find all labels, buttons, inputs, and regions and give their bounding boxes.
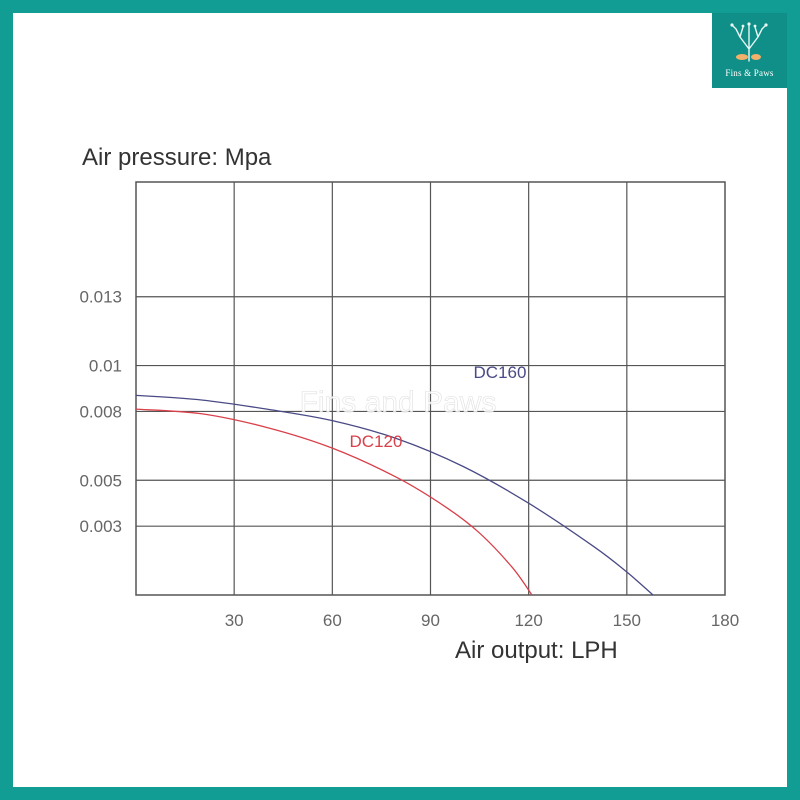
coral-tree-icon [730,22,768,62]
x-tick-label: 90 [421,611,440,630]
grid [136,182,725,595]
y-tick-label: 0.003 [79,517,122,536]
y-axis-title: Air pressure: Mpa [82,144,272,171]
y-tick-label: 0.01 [89,357,122,376]
brand-name: Fins & Paws [725,68,774,78]
series-label-dc120: DC120 [350,432,403,451]
plot-border [135,181,726,596]
x-tick-label: 120 [514,611,542,630]
brand-logo: Fins & Paws [712,13,787,88]
series-label-dc160: DC160 [474,363,527,382]
x-tick-label: 60 [323,611,342,630]
series-layer: DC160 DC120 [135,363,654,596]
x-tick-labels: 30 60 90 120 150 180 [225,611,739,630]
x-tick-label: 180 [711,611,739,630]
series-line-dc120 [135,408,533,596]
y-tick-label: 0.005 [79,471,122,490]
watermark-text: Fins and Paws [300,386,497,419]
series-line-dc160 [135,394,654,596]
y-tick-label: 0.013 [79,288,122,307]
y-tick-label: 0.008 [79,402,122,421]
x-tick-label: 150 [613,611,641,630]
x-tick-label: 30 [225,611,244,630]
x-axis-title: Air output: LPH [455,637,618,664]
y-tick-labels: 0.003 0.005 0.008 0.01 0.013 [79,288,122,536]
